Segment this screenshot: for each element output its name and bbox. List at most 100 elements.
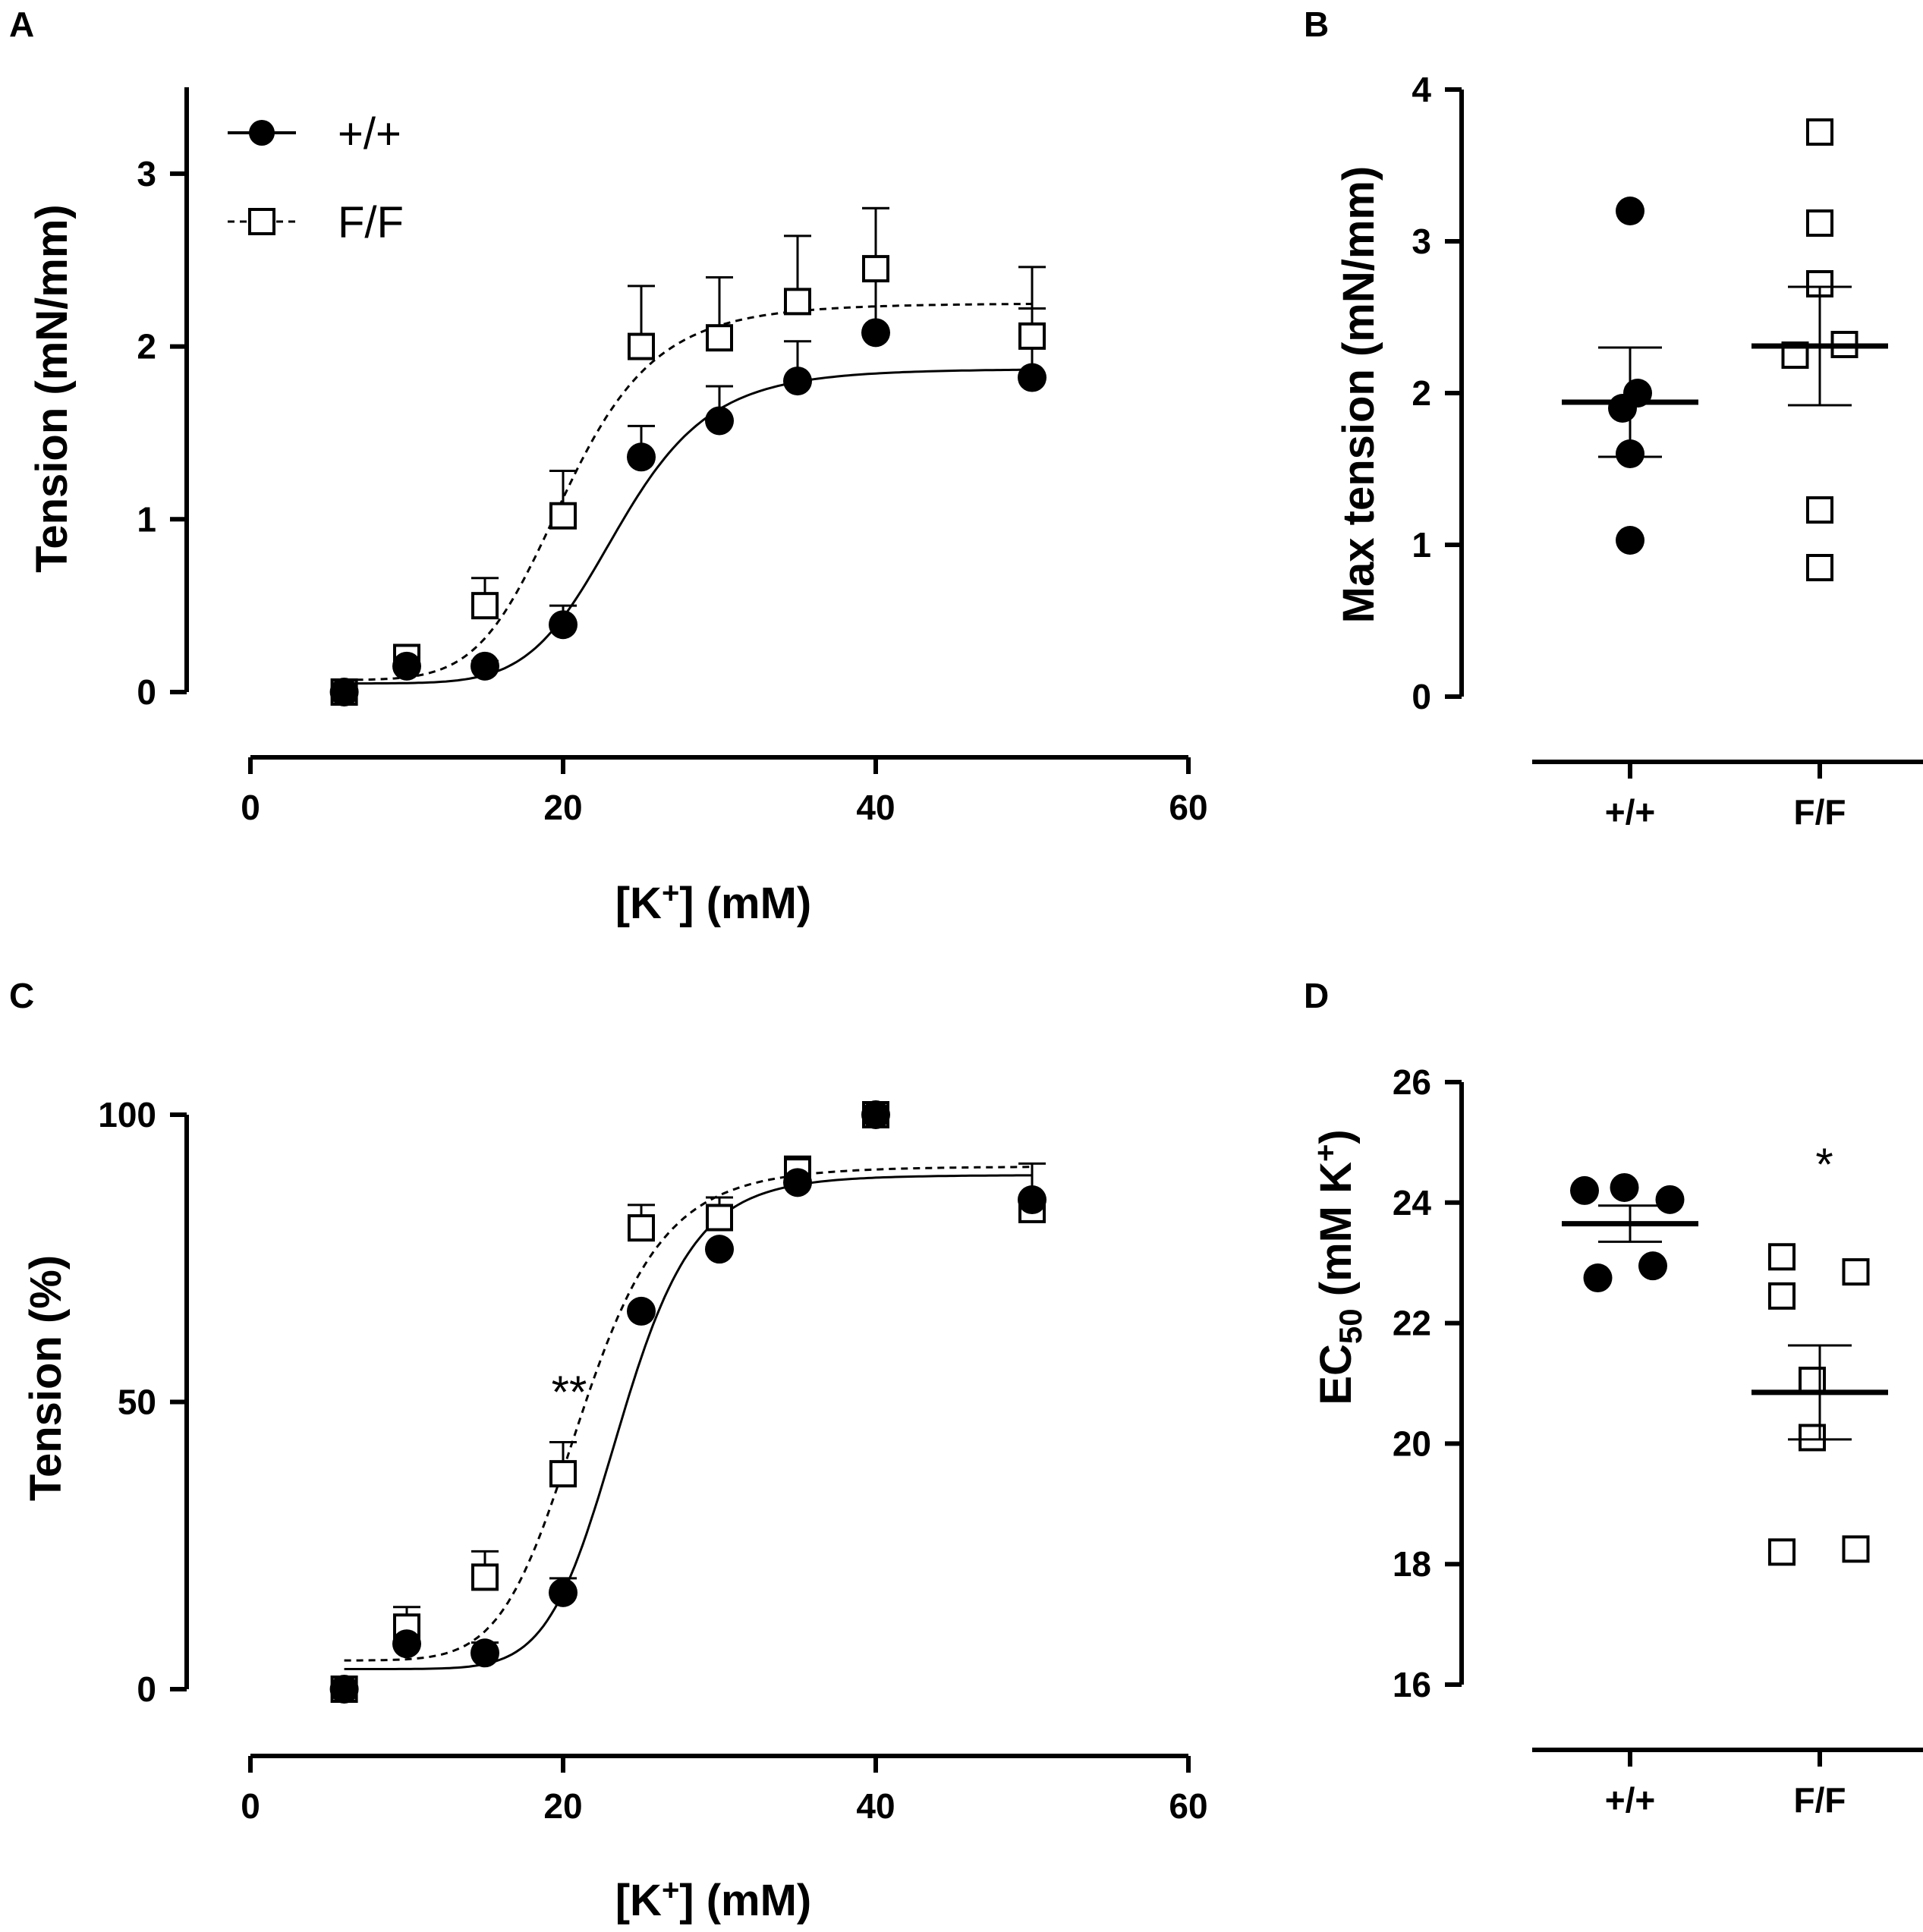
panel-d-category-label: F/F (1794, 1780, 1846, 1820)
panel-d-y-tick-label: 24 (1393, 1183, 1432, 1222)
panel-a-y-tick-label: 1 (137, 499, 156, 539)
panel-a-y-tick-label: 0 (137, 672, 156, 712)
panel-a-chart: Tension (mN/mm) [K+] (mM) +/+ F/F 0 1 2 3 0 2… (27, 87, 1208, 928)
panel-d-wt-data-point (1638, 1251, 1667, 1281)
panel-b-y-tick-label: 3 (1412, 222, 1431, 261)
panel-a-ff-data-point (471, 592, 499, 620)
panel-a-x-axis-title-sup: + (662, 876, 679, 910)
panel-c-y-axis-title: Tension (%) (21, 1255, 71, 1501)
panel-d-chart: EC50 (mM K+) * 16 18 20 22 24 26 +/+ F/F (1309, 1062, 1923, 1820)
panel-a-y-tick-label: 2 (137, 327, 156, 367)
panel-a-x-tick-label: 40 (856, 788, 895, 827)
panel-c-wt-fit-curve (344, 1174, 1032, 1670)
panel-a-ff-data-point (706, 324, 733, 352)
panel-a-x-tick-label: 20 (543, 788, 582, 827)
panel-a-legend: +/+ F/F (228, 109, 404, 247)
panel-c-significance-annotation: ** (552, 1367, 587, 1418)
panel-a-y-axis-title: Tension (mN/mm) (27, 204, 77, 573)
panel-a-ff-data-point (549, 502, 577, 530)
panel-a-wt-data-point (329, 678, 359, 706)
panel-d-y-axis-title-pre: EC (1311, 1344, 1361, 1405)
panel-a-wt-data-point (705, 406, 734, 436)
panel-c-x-tick-label: 60 (1169, 1786, 1207, 1826)
panel-d-y-axis-title-mid: (mM K (1311, 1162, 1361, 1308)
panel-d-category-label: +/+ (1605, 1780, 1656, 1820)
panel-b-y-tick-label: 4 (1412, 70, 1431, 109)
panel-d-y-axis-title: EC50 (mM K+) (1309, 1129, 1368, 1405)
panel-a-wt-data-point (783, 367, 812, 396)
panel-a-wt-data-point (392, 651, 421, 681)
panel-d-wt-data-point (1655, 1185, 1685, 1214)
panel-d-significance-annotation: * (1815, 1139, 1833, 1190)
panel-d-y-tick-label: 22 (1393, 1304, 1431, 1343)
panel-d-wt-data-point (1610, 1172, 1639, 1202)
panel-c-ff-data-point (628, 1214, 655, 1242)
panel-c-wt-data-point (705, 1235, 734, 1264)
panel-a-wt-fit-curve (344, 368, 1032, 685)
panel-d-ff-data-point (1768, 1243, 1796, 1271)
panel-c-wt-data-point (471, 1638, 499, 1668)
panel-c-wt-data-point (627, 1296, 656, 1326)
panel-c-wt-data-point (861, 1100, 890, 1129)
panel-b-y-axis-title: Max tension (mN/mm) (1334, 166, 1383, 624)
panel-a-wt-data-point (627, 442, 656, 472)
panel-a-wt-data-point (861, 318, 890, 348)
panel-d-y-tick-label: 20 (1393, 1424, 1431, 1463)
panel-a-x-axis-title-post: ] (mM) (679, 879, 811, 928)
panel-d-y-tick-label: 16 (1393, 1665, 1431, 1704)
panel-d-ff-data-point (1768, 1538, 1796, 1566)
panel-b-ff-data-point (1806, 496, 1833, 524)
panel-a-x-tick-label: 60 (1169, 788, 1207, 827)
panel-b-category-label: +/+ (1605, 792, 1656, 832)
legend-label-wt: +/+ (338, 109, 401, 159)
panel-d-y-axis-title-post: ) (1311, 1129, 1361, 1144)
panel-a-x-axis-title-pre: [K (615, 879, 662, 928)
panel-d-ff-data-point (1768, 1282, 1796, 1310)
panel-c-y-tick-label: 100 (98, 1095, 156, 1134)
panel-label-c: C (9, 976, 34, 1015)
panel-a-ff-fit-curve (344, 303, 1032, 681)
panel-c-wt-data-point (549, 1578, 578, 1607)
panel-c-x-tick-label: 40 (856, 1786, 895, 1826)
panel-a-x-tick-label: 0 (241, 788, 260, 827)
panel-b-ff-data-point (1806, 118, 1833, 146)
panel-d-wt-data-point (1570, 1175, 1599, 1205)
panel-a-ff-data-point (784, 288, 811, 316)
panel-d-y-axis-title-sub: 50 (1333, 1308, 1368, 1344)
panel-a-x-axis-title: [K+] (mM) (615, 876, 812, 928)
panel-c-x-axis-title-pre: [K (615, 1876, 662, 1925)
panel-a-ff-data-point (1018, 322, 1046, 350)
panel-d-ff-data-point (1842, 1535, 1870, 1563)
panel-c-x-axis-title: [K+] (mM) (615, 1874, 812, 1925)
panel-d-y-axis-title-sup: + (1309, 1144, 1342, 1162)
legend-label-ff: F/F (338, 198, 404, 247)
panel-d-wt-data-point (1583, 1263, 1613, 1293)
panel-a-wt-data-point (1018, 363, 1046, 392)
panel-c-wt-data-point (783, 1168, 812, 1197)
panel-c-wt-data-point (392, 1629, 421, 1659)
panel-label-d: D (1304, 976, 1329, 1015)
panel-b-ff-data-point (1806, 554, 1833, 581)
panel-d-y-tick-label: 26 (1393, 1062, 1431, 1102)
panel-a-wt-data-point (471, 651, 499, 681)
panel-d-y-tick-label: 18 (1393, 1544, 1431, 1584)
panel-label-b: B (1304, 5, 1329, 44)
panel-c-ff-data-point (549, 1460, 577, 1488)
panel-d-ff-data-point (1842, 1258, 1870, 1286)
panel-c-wt-data-point (329, 1675, 359, 1704)
panel-c-ff-fit-curve (344, 1166, 1032, 1662)
panel-b-ff-data-point (1806, 209, 1833, 237)
panel-b-y-tick-label: 2 (1412, 373, 1431, 413)
panel-c-ff-data-point (471, 1563, 499, 1591)
panel-c-x-tick-label: 20 (543, 1786, 582, 1826)
legend-marker-wt (249, 120, 275, 146)
panel-b-wt-data-point (1616, 197, 1644, 225)
panel-label-a: A (9, 5, 34, 44)
legend-marker-ff (248, 208, 275, 235)
panel-c-ff-data-point (706, 1204, 733, 1232)
panel-c-x-axis-title-sup: + (662, 1874, 679, 1907)
panel-c-x-axis-title-post: ] (mM) (679, 1876, 811, 1925)
panel-b-y-tick-label: 1 (1412, 525, 1431, 565)
panel-b-chart: Max tension (mN/mm) 0 1 2 3 4 +/+ F/F (1334, 70, 1923, 832)
